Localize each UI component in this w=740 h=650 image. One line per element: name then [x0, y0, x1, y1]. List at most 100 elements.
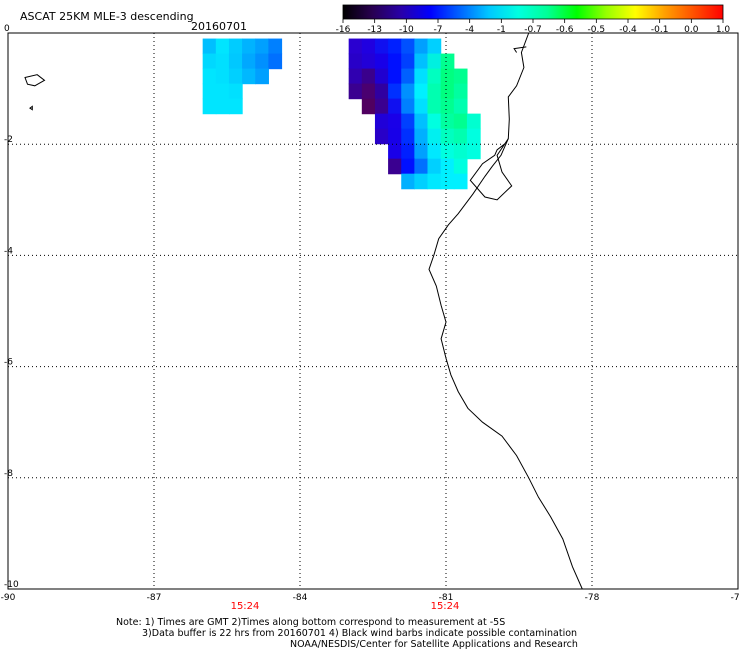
wind-cell: [401, 173, 415, 190]
lat-lon-grid: [8, 33, 738, 589]
wind-cell: [427, 113, 442, 130]
wind-cell: [215, 38, 230, 55]
wind-cell: [401, 128, 415, 145]
longitude-tick-label: -87: [147, 593, 162, 603]
wind-cell: [440, 143, 455, 160]
latitude-tick-label: -4: [4, 246, 13, 256]
wind-cell: [453, 113, 468, 130]
wind-cell: [361, 83, 376, 100]
wind-cell: [427, 68, 442, 85]
wind-cell: [401, 83, 415, 100]
wind-cell: [215, 68, 230, 85]
wind-cell: [427, 128, 442, 145]
wind-cell: [440, 158, 455, 175]
wind-cell: [255, 68, 269, 85]
wind-cell: [440, 128, 455, 145]
colorbar-label: -0.5: [588, 25, 606, 35]
wind-cell: [388, 98, 402, 115]
axis-ticks: -90 -87 -84 -81 -78 -75 0 -2 -4 -6 -8 -10: [1, 24, 740, 603]
colorbar-label: -4: [465, 25, 474, 35]
wind-cell: [440, 68, 455, 85]
wind-cell: [414, 98, 429, 115]
wind-cell: [414, 143, 429, 160]
longitude-tick-label: -78: [585, 593, 600, 603]
wind-cell: [348, 53, 363, 70]
wind-cell: [440, 173, 455, 190]
wind-cell: [453, 158, 468, 175]
wind-cell: [228, 68, 243, 85]
wind-cell: [466, 128, 481, 145]
wind-cell: [388, 128, 402, 145]
wind-cell: [427, 53, 442, 70]
wind-cell: [414, 113, 429, 130]
wind-cell: [255, 38, 269, 55]
wind-cell: [215, 98, 230, 115]
colorbar-label: -0.7: [524, 25, 542, 35]
wind-cell: [361, 68, 376, 85]
wind-cell: [215, 53, 230, 70]
latitude-tick-label: -8: [4, 469, 13, 479]
wind-cell: [453, 83, 468, 100]
wind-cell: [414, 128, 429, 145]
wind-cell: [427, 143, 442, 160]
wind-cell: [202, 38, 217, 55]
mainland-coastline: [428, 32, 583, 590]
wind-cell: [414, 53, 429, 70]
gulf-coastline: [469, 138, 513, 201]
wind-cell: [268, 38, 283, 55]
wind-cell: [228, 83, 243, 100]
wind-cell: [453, 128, 468, 145]
wind-cell: [427, 173, 442, 190]
wind-cell: [401, 53, 415, 70]
wind-cell: [374, 68, 389, 85]
wind-cell: [401, 98, 415, 115]
wind-cell: [348, 83, 363, 100]
wind-cell: [388, 113, 402, 130]
wind-cell: [427, 83, 442, 100]
wind-cell: [401, 158, 415, 175]
colorbar: -16 -13 -10 -7 -4 -1 -0.7 -0.6 -0.5 -0.4 -0.1 0.0 1.…: [336, 4, 731, 35]
wind-cell: [388, 68, 402, 85]
wind-cell: [427, 38, 442, 55]
wind-cell: [414, 83, 429, 100]
coastline: [24, 32, 583, 590]
latitude-tick-label: -2: [4, 135, 13, 145]
wind-cell: [202, 83, 217, 100]
colorbar-label: -7: [434, 25, 443, 35]
note-line-1: Note: 1) Times are GMT 2)Times along bot…: [116, 617, 505, 628]
colorbar-gradient: [342, 4, 724, 20]
longitude-tick-label: -75: [731, 593, 740, 603]
wind-cell: [414, 38, 429, 55]
longitude-tick-label: -90: [1, 593, 16, 603]
wind-cell: [215, 83, 230, 100]
wind-cell: [242, 68, 256, 85]
wind-cell: [228, 98, 243, 115]
wind-cell: [242, 53, 256, 70]
wind-cell: [202, 53, 217, 70]
wind-cell: [466, 143, 481, 160]
wind-cell: [388, 143, 402, 160]
wind-cell: [374, 38, 389, 55]
wind-cell: [401, 113, 415, 130]
wind-cell: [361, 98, 376, 115]
wind-cell: [414, 173, 429, 190]
wind-cell: [453, 68, 468, 85]
wind-cell: [453, 143, 468, 160]
wind-cell: [242, 38, 256, 55]
wind-cell: [401, 38, 415, 55]
plot-frame: [7, 32, 739, 590]
colorbar-label: -0.4: [619, 25, 637, 35]
wind-cell: [202, 68, 217, 85]
pass-time-east: 15:24: [431, 601, 460, 612]
wind-cell: [414, 68, 429, 85]
longitude-tick-label: -84: [293, 593, 308, 603]
wind-cell: [453, 98, 468, 115]
pass-time-west: 15:24: [231, 601, 260, 612]
colorbar-label: -0.6: [556, 25, 574, 35]
wind-cell: [228, 53, 243, 70]
wind-cell: [374, 113, 389, 130]
wind-cell: [361, 53, 376, 70]
colorbar-label: 1.0: [716, 25, 731, 35]
wind-cell: [453, 173, 468, 190]
